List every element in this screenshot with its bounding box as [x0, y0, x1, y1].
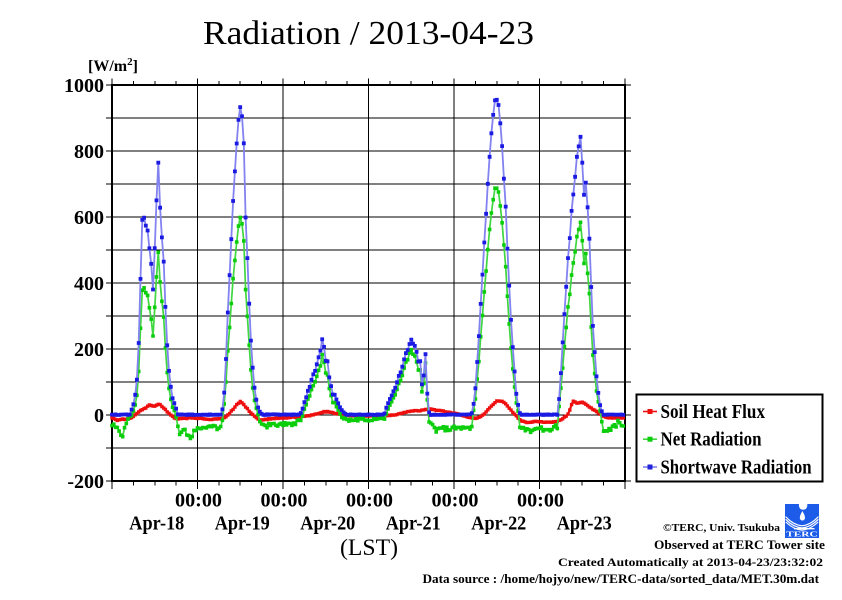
svg-text:200: 200: [74, 339, 104, 361]
svg-text:00:00: 00:00: [261, 490, 308, 512]
svg-text:00:00: 00:00: [175, 490, 222, 512]
svg-text:Radiation / 2013-04-23: Radiation / 2013-04-23: [203, 15, 534, 52]
svg-text:800: 800: [74, 141, 104, 163]
svg-text:1000: 1000: [64, 75, 104, 97]
svg-text:00:00: 00:00: [346, 490, 393, 512]
svg-text:(LST): (LST): [340, 535, 398, 560]
svg-text:Observed at TERC Tower site: Observed at TERC Tower site: [654, 538, 825, 552]
svg-text:Data source : /home/hojyo/new/: Data source : /home/hojyo/new/TERC-data/…: [423, 572, 820, 586]
svg-text:Net Radiation: Net Radiation: [661, 429, 762, 451]
svg-text:[W/m2]: [W/m2]: [88, 56, 138, 75]
svg-text:Shortwave Radiation: Shortwave Radiation: [661, 456, 812, 478]
svg-text:-200: -200: [67, 471, 104, 493]
svg-text:Apr-21: Apr-21: [386, 513, 441, 535]
svg-text:TERC: TERC: [786, 530, 818, 538]
svg-text:400: 400: [74, 273, 104, 295]
svg-text:600: 600: [74, 207, 104, 229]
svg-text:Apr-20: Apr-20: [300, 513, 355, 535]
svg-text:00:00: 00:00: [432, 490, 479, 512]
svg-text:Apr-23: Apr-23: [557, 513, 612, 535]
svg-text:©TERC, Univ. Tsukuba: ©TERC, Univ. Tsukuba: [663, 522, 781, 534]
svg-text:0: 0: [94, 405, 104, 427]
svg-text:00:00: 00:00: [517, 490, 564, 512]
svg-text:Apr-18: Apr-18: [129, 513, 184, 535]
svg-text:Created Automatically at 2013-: Created Automatically at 2013-04-23/23:3…: [558, 555, 823, 569]
svg-text:Soil Heat Flux: Soil Heat Flux: [661, 401, 766, 423]
svg-text:Apr-22: Apr-22: [471, 513, 526, 535]
svg-text:Apr-19: Apr-19: [215, 513, 270, 535]
